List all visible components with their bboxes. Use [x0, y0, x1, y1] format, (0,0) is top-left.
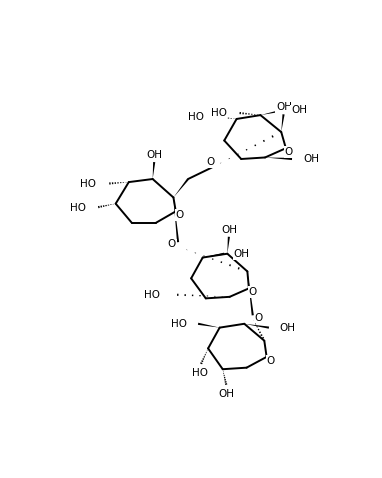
Polygon shape	[173, 178, 189, 197]
Text: HO: HO	[144, 290, 160, 300]
Text: OH: OH	[291, 106, 307, 116]
Text: HO: HO	[70, 203, 86, 213]
Text: OH: OH	[280, 323, 296, 333]
Polygon shape	[203, 253, 225, 258]
Polygon shape	[261, 109, 282, 115]
Text: OH: OH	[304, 154, 320, 164]
Text: HO: HO	[188, 112, 204, 121]
Text: O: O	[255, 313, 263, 323]
Text: OH: OH	[219, 389, 235, 399]
Text: O: O	[168, 239, 176, 250]
Text: HO: HO	[193, 368, 209, 378]
Polygon shape	[198, 323, 220, 327]
Text: O: O	[266, 356, 275, 366]
Text: OH: OH	[276, 102, 292, 112]
Text: OH: OH	[221, 225, 237, 235]
Polygon shape	[248, 272, 254, 315]
Text: O: O	[175, 210, 184, 220]
Text: OH: OH	[146, 150, 162, 160]
Text: HO: HO	[81, 179, 96, 189]
Polygon shape	[265, 157, 292, 160]
Polygon shape	[173, 197, 179, 242]
Polygon shape	[153, 162, 155, 179]
Text: OH: OH	[233, 249, 249, 259]
Text: HO: HO	[171, 319, 187, 329]
Text: HO: HO	[210, 108, 227, 118]
Text: O: O	[285, 147, 293, 157]
Polygon shape	[244, 324, 269, 329]
Text: O: O	[249, 287, 257, 297]
Polygon shape	[227, 237, 230, 254]
Text: O: O	[206, 157, 215, 167]
Polygon shape	[281, 114, 285, 132]
